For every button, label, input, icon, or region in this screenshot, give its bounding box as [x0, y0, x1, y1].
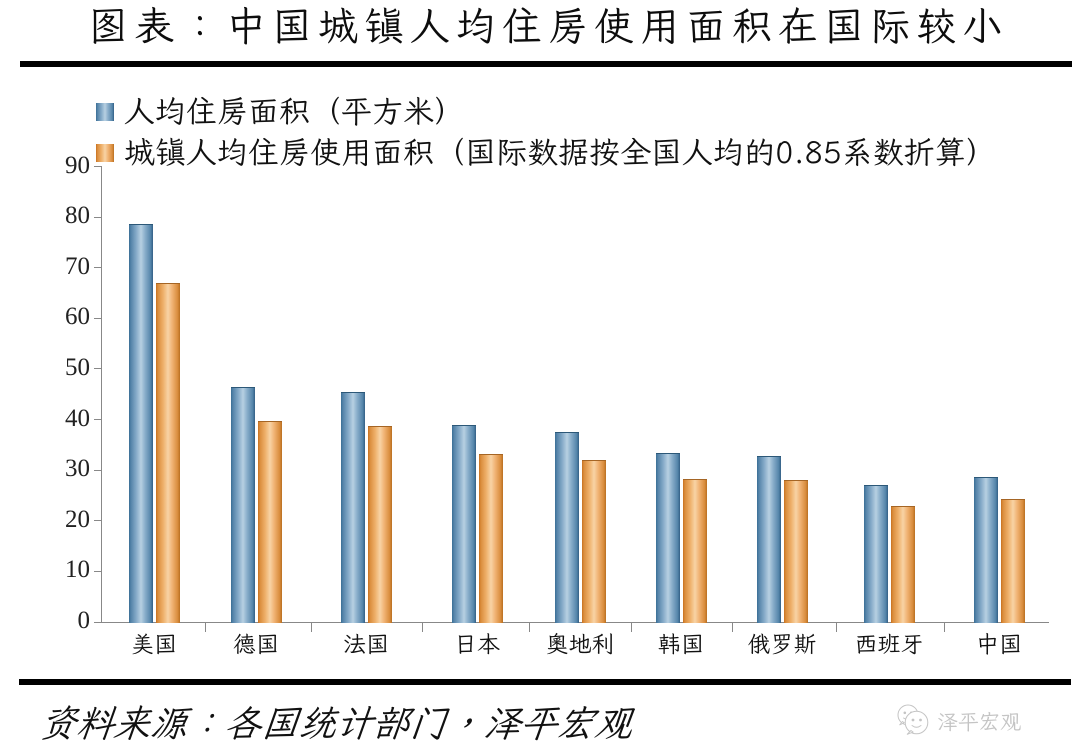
svg-text:泽平宏观: 泽平宏观	[937, 707, 1021, 735]
